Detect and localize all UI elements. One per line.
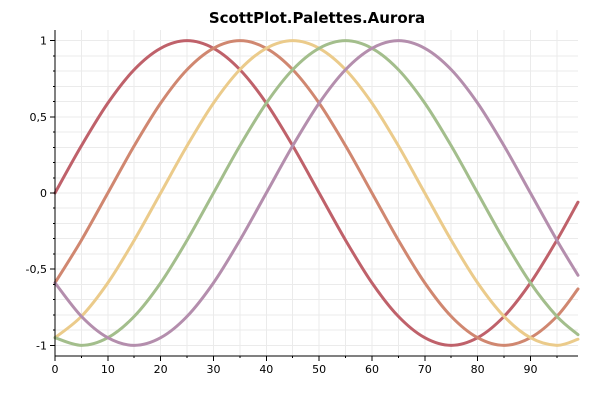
y-tick-label: 1 — [40, 35, 47, 48]
x-tick-label: 70 — [418, 363, 432, 376]
y-tick-label: -0,5 — [26, 263, 47, 276]
x-tick-label: 90 — [523, 363, 537, 376]
x-tick-label: 60 — [365, 363, 379, 376]
x-tick-label: 40 — [259, 363, 273, 376]
x-tick-label: 50 — [312, 363, 326, 376]
series-line-4 — [53, 39, 580, 347]
y-tick-label: 0 — [40, 187, 47, 200]
x-tick-label: 20 — [154, 363, 168, 376]
series-lines — [53, 39, 580, 347]
chart-title: ScottPlot.Palettes.Aurora — [209, 9, 425, 27]
x-tick-label: 10 — [101, 363, 115, 376]
x-tick-label: 0 — [52, 363, 59, 376]
x-tick-label: 30 — [206, 363, 220, 376]
grid — [54, 30, 578, 356]
series-line-5 — [53, 39, 580, 347]
y-tick-label: 0,5 — [30, 111, 48, 124]
y-tick-label: -1 — [36, 339, 47, 352]
series-line-1 — [53, 39, 580, 347]
x-tick-label: 80 — [471, 363, 485, 376]
y-axis-ticks: -1 -0,5 0 0,5 1 — [26, 35, 55, 352]
x-axis-ticks: 0 10 20 30 40 50 60 70 80 90 — [52, 356, 558, 376]
